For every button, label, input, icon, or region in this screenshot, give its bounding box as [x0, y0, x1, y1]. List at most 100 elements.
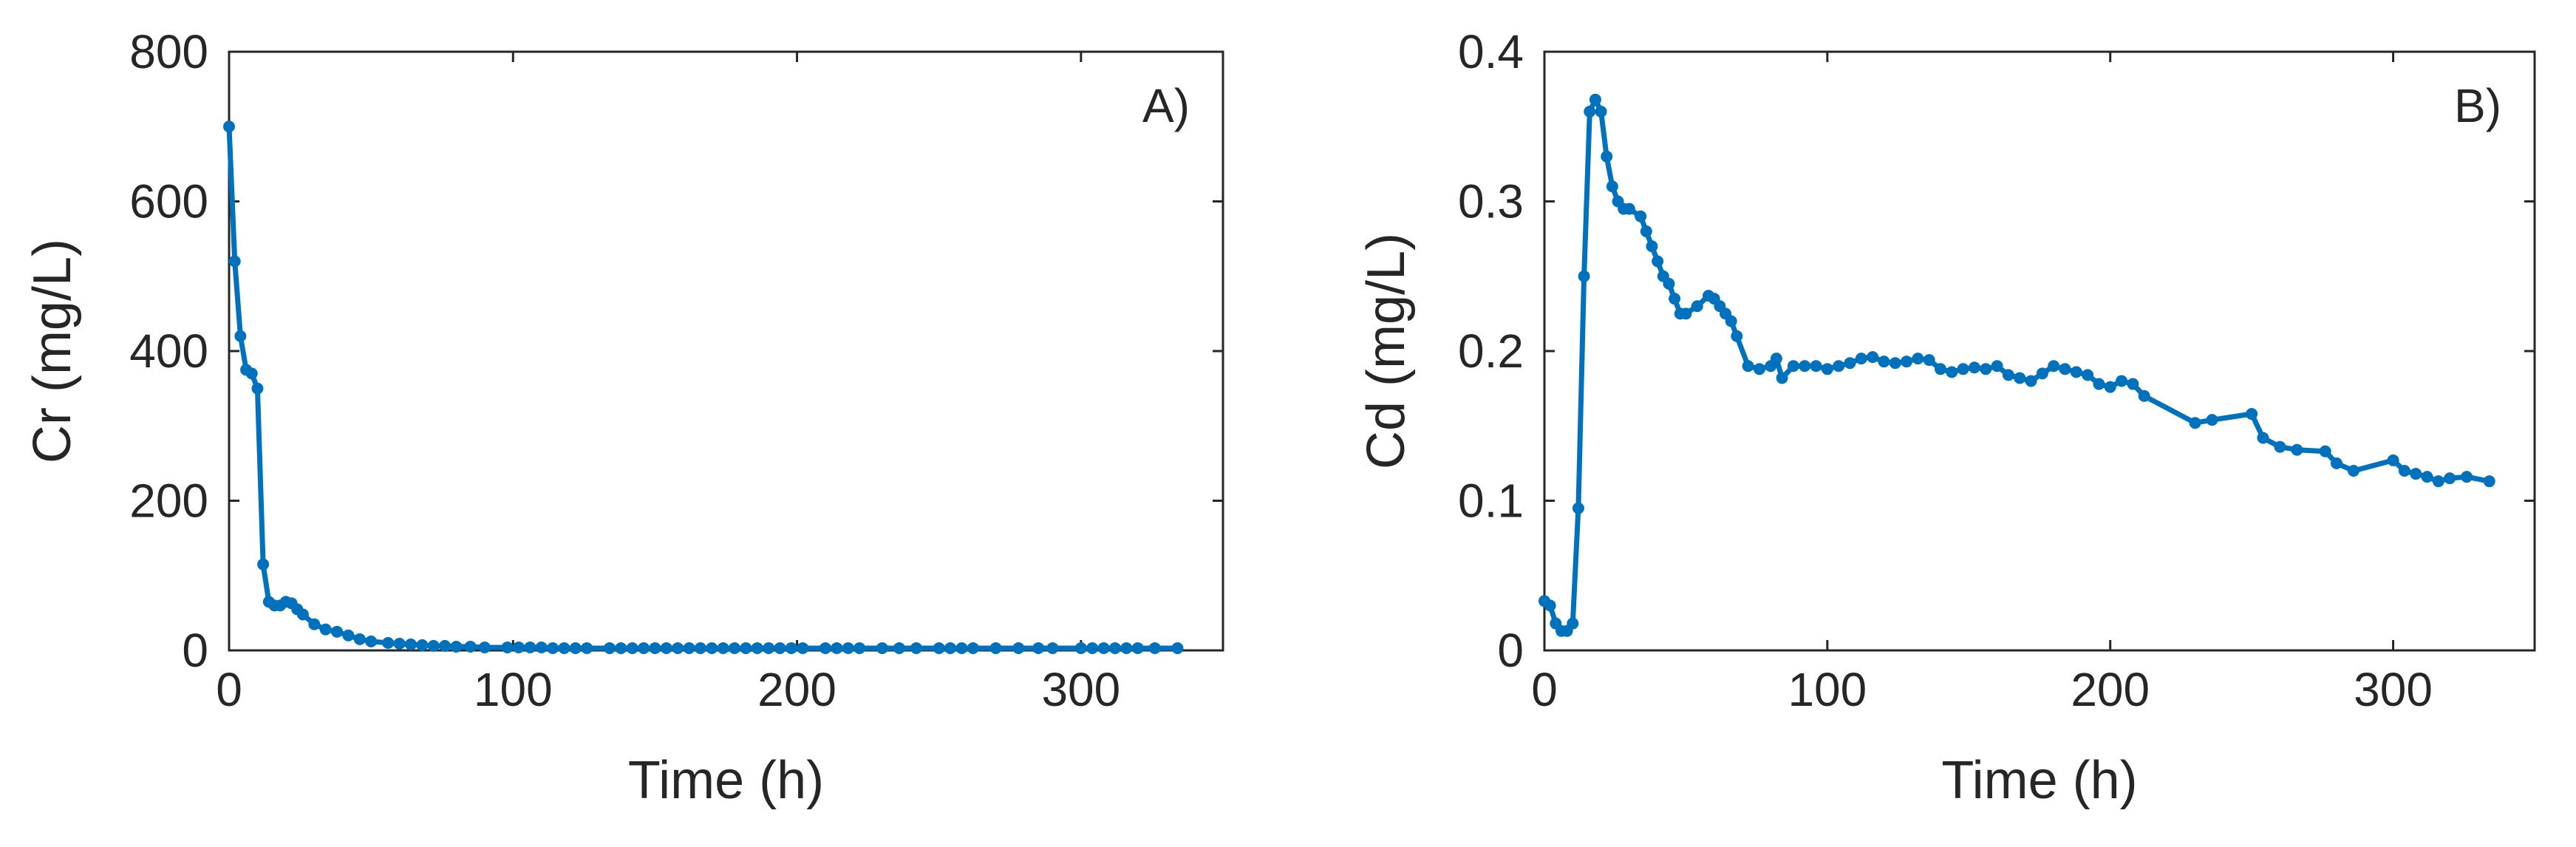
data-point [751, 642, 763, 654]
x-tick-label: 300 [1041, 663, 1120, 716]
data-point [1912, 353, 1924, 365]
data-point [1731, 330, 1743, 342]
x-tick-label: 0 [1531, 663, 1558, 716]
data-point [1799, 360, 1811, 373]
y-tick-label: 0.4 [1458, 25, 1524, 78]
data-point [342, 629, 355, 642]
data-point [2410, 468, 2422, 480]
data-point [2138, 390, 2150, 402]
plot-frame [1543, 50, 2536, 652]
series-line [1541, 97, 2492, 634]
data-point [1878, 356, 1890, 368]
data-point [2274, 440, 2286, 453]
data-point [2189, 417, 2201, 429]
data-point [296, 608, 309, 621]
y-tick-label: 0 [182, 624, 208, 677]
x-axis-label: Time (h) [1941, 751, 2137, 810]
data-point [1086, 642, 1099, 654]
data-point [404, 638, 417, 650]
data-point [223, 120, 235, 133]
data-point [933, 642, 945, 654]
data-point [1131, 642, 1144, 654]
data-point [2059, 363, 2071, 375]
data-point [967, 642, 979, 654]
data-point [2206, 414, 2218, 426]
y-tick-label: 800 [129, 25, 208, 78]
data-point [439, 639, 452, 652]
series-line [226, 123, 1180, 651]
data-point [2387, 454, 2399, 466]
data-point [1606, 180, 1618, 193]
data-point [853, 642, 866, 654]
data-point [729, 642, 741, 654]
data-point [717, 642, 729, 654]
data-point [2257, 432, 2269, 444]
data-point [464, 640, 477, 653]
data-point [785, 642, 797, 654]
y-tick-label: 0.2 [1458, 324, 1524, 378]
data-point [1957, 363, 1969, 375]
data-point [1097, 642, 1110, 654]
data-point [1889, 357, 1901, 370]
data-point [989, 642, 1002, 654]
x-tick-label: 300 [2354, 663, 2433, 716]
data-point [245, 367, 258, 380]
data-point [2036, 367, 2048, 380]
data-point [547, 642, 559, 654]
data-point [319, 623, 332, 636]
data-point [1867, 351, 1879, 364]
data-point [1567, 617, 1579, 630]
data-point [1946, 366, 1958, 378]
data-point [876, 642, 888, 654]
data-point [251, 382, 264, 395]
data-point [706, 642, 718, 654]
data-point [524, 641, 536, 653]
data-point [672, 642, 684, 654]
y-axis-label: Cr (mg/L) [23, 239, 82, 463]
data-point [2104, 381, 2116, 393]
data-point [2246, 408, 2258, 421]
data-point [1032, 642, 1045, 654]
data-point [910, 642, 922, 654]
data-point [393, 637, 406, 650]
data-point [228, 255, 241, 268]
data-point [2048, 360, 2060, 373]
data-point [944, 642, 957, 654]
data-point [893, 642, 905, 654]
data-point [1821, 363, 1833, 375]
data-point [2093, 378, 2105, 390]
data-point [535, 641, 548, 653]
y-tick-label: 600 [129, 175, 208, 228]
data-point [365, 635, 378, 647]
data-point [1810, 360, 1822, 373]
data-point [955, 642, 968, 654]
y-tick-label: 400 [129, 324, 208, 378]
y-axis-label: Cd (mg/L) [1357, 233, 1416, 469]
data-point [1595, 106, 1607, 118]
data-point [1584, 106, 1596, 118]
data-point [1074, 642, 1087, 654]
data-point [416, 639, 429, 651]
data-point [1572, 502, 1584, 514]
data-point [569, 642, 582, 654]
data-point [2432, 475, 2444, 488]
data-point [427, 639, 440, 652]
data-point [1770, 353, 1782, 365]
data-point [234, 330, 247, 342]
data-point [1623, 203, 1635, 215]
data-point [2347, 465, 2359, 477]
data-point [353, 633, 366, 645]
data-point [1120, 642, 1133, 654]
data-point [774, 642, 786, 654]
data-point [257, 558, 270, 571]
data-point [638, 642, 650, 654]
x-tick-label: 100 [474, 663, 553, 716]
data-point [1855, 353, 1867, 365]
data-point [558, 642, 570, 654]
data-point [1844, 357, 1856, 370]
data-point [831, 642, 843, 654]
data-point [1923, 354, 1935, 367]
data-point [1742, 360, 1754, 373]
data-point [1691, 300, 1703, 313]
data-point [740, 642, 752, 654]
